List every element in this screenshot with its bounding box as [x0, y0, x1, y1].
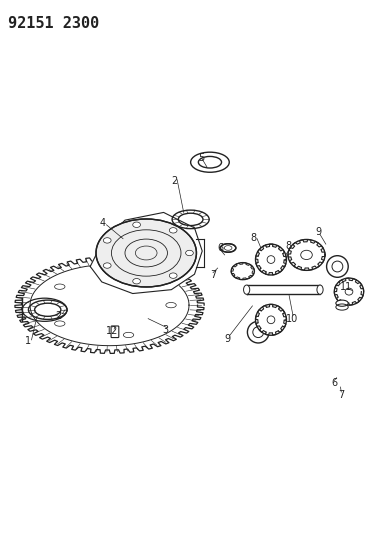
Ellipse shape — [256, 244, 286, 275]
Ellipse shape — [231, 263, 254, 280]
Text: 92151 2300: 92151 2300 — [8, 16, 99, 31]
Text: 6: 6 — [218, 243, 224, 253]
Text: 7: 7 — [210, 270, 216, 280]
Text: 12: 12 — [107, 326, 119, 336]
Ellipse shape — [317, 285, 323, 294]
Text: 2: 2 — [55, 311, 62, 321]
Text: 4: 4 — [100, 218, 106, 228]
Ellipse shape — [133, 279, 140, 284]
Text: 5: 5 — [198, 152, 205, 163]
Ellipse shape — [133, 222, 140, 228]
Ellipse shape — [169, 273, 177, 278]
Ellipse shape — [96, 219, 196, 287]
Text: 9: 9 — [316, 227, 322, 237]
Text: 9: 9 — [224, 334, 230, 344]
Ellipse shape — [288, 239, 325, 270]
Ellipse shape — [103, 263, 111, 268]
Ellipse shape — [336, 300, 348, 306]
Ellipse shape — [334, 278, 364, 305]
FancyBboxPatch shape — [111, 326, 119, 337]
Text: 7: 7 — [338, 390, 344, 400]
Text: 8: 8 — [285, 241, 291, 252]
Text: 3: 3 — [163, 325, 168, 335]
Ellipse shape — [244, 285, 250, 294]
Text: 10: 10 — [286, 313, 298, 324]
Text: 6: 6 — [331, 378, 337, 388]
Ellipse shape — [256, 304, 286, 335]
Ellipse shape — [221, 244, 236, 252]
Ellipse shape — [103, 238, 111, 243]
Ellipse shape — [169, 228, 177, 233]
Text: 1: 1 — [25, 336, 31, 346]
Polygon shape — [90, 213, 202, 294]
Text: 8: 8 — [250, 232, 256, 243]
Polygon shape — [247, 285, 320, 294]
Text: 11: 11 — [340, 281, 352, 292]
Text: 2: 2 — [171, 176, 177, 186]
Ellipse shape — [186, 251, 193, 256]
